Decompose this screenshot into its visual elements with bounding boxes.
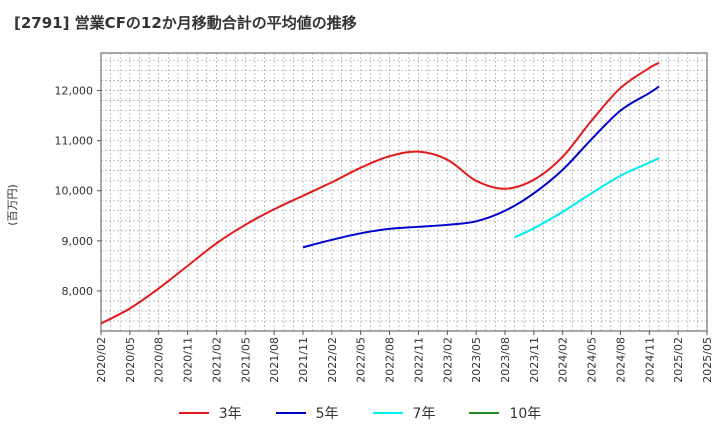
x-axis-ticks: 2020/02 2020/05 2020/08 2020/11 2021/02 2021/… xyxy=(95,331,714,383)
x-tick-label: 2024/05 xyxy=(586,337,599,383)
x-tick-label: 2022/08 xyxy=(384,337,397,383)
legend-label: 10年 xyxy=(509,406,542,422)
series-line xyxy=(100,62,660,325)
x-tick-label: 2020/08 xyxy=(153,337,166,383)
legend-label: 7年 xyxy=(412,406,436,422)
x-tick-label: 2022/02 xyxy=(326,337,339,383)
series-line xyxy=(302,85,660,249)
x-tick-label: 2024/08 xyxy=(614,337,627,383)
legend-item: 3年 xyxy=(178,403,242,423)
y-tick-label: 11,000 xyxy=(55,135,94,148)
x-tick-label: 2021/05 xyxy=(239,337,252,383)
y-tick-label: 12,000 xyxy=(55,85,94,98)
x-tick-label: 2023/02 xyxy=(441,337,454,383)
series-lines xyxy=(100,62,660,325)
plot-frame xyxy=(100,52,708,332)
legend-swatch xyxy=(372,412,403,414)
x-tick-label: 2023/11 xyxy=(528,337,541,383)
x-tick-label: 2021/08 xyxy=(268,337,281,383)
x-tick-label: 2020/02 xyxy=(95,337,108,383)
x-tick-label: 2022/05 xyxy=(355,337,368,383)
x-tick-label: 2021/11 xyxy=(297,337,310,383)
legend-swatch xyxy=(469,412,500,414)
x-tick-label: 2020/11 xyxy=(182,337,195,383)
y-axis-title: (百万円) xyxy=(6,184,19,226)
chart-title: [2791] 営業CFの12か月移動合計の平均値の推移 xyxy=(14,14,357,32)
x-tick-label: 2020/05 xyxy=(124,337,137,383)
legend-swatch xyxy=(275,412,306,414)
legend-label: 5年 xyxy=(315,406,339,422)
y-tick-label: 9,000 xyxy=(62,235,94,248)
legend-item: 10年 xyxy=(469,403,541,423)
y-tick-label: 8,000 xyxy=(62,285,94,298)
x-tick-label: 2025/05 xyxy=(701,337,714,383)
legend-label: 3年 xyxy=(218,406,242,422)
grid xyxy=(101,53,707,332)
legend-item: 7年 xyxy=(372,403,436,423)
x-tick-label: 2024/02 xyxy=(557,337,570,383)
x-tick-label: 2023/08 xyxy=(499,337,512,383)
x-tick-label: 2023/05 xyxy=(470,337,483,383)
x-tick-label: 2021/02 xyxy=(210,337,223,383)
x-tick-label: 2022/11 xyxy=(412,337,425,383)
legend-item: 5年 xyxy=(275,403,339,423)
x-tick-label: 2024/11 xyxy=(643,337,656,383)
y-axis-ticks: 8,000 9,000 10,000 11,000 12,000 xyxy=(55,85,101,298)
legend: 3年 5年 7年 10年 xyxy=(0,403,720,423)
series-line xyxy=(514,157,660,239)
y-tick-label: 10,000 xyxy=(55,185,94,198)
x-tick-label: 2025/02 xyxy=(672,337,685,383)
legend-swatch xyxy=(178,412,209,414)
